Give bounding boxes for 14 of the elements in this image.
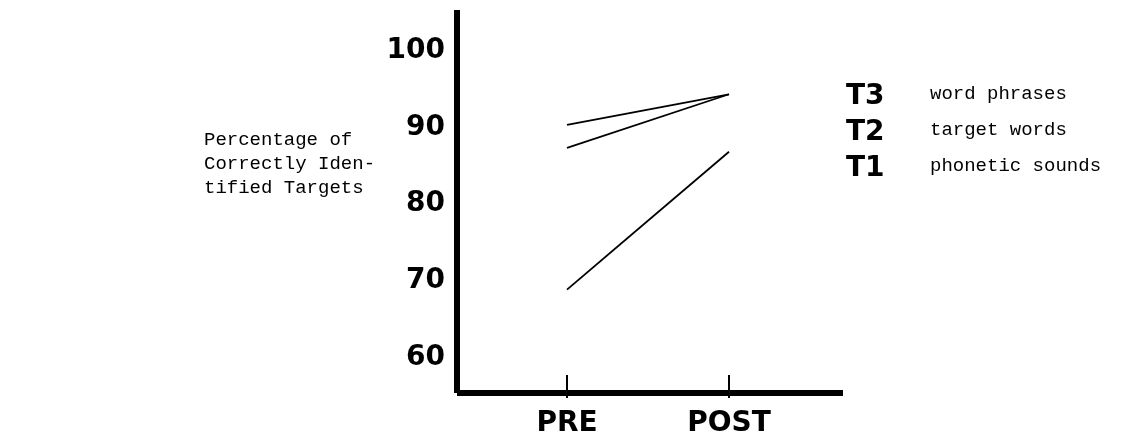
- x-tick-label: PRE: [536, 405, 598, 438]
- x-tick-label: POST: [687, 405, 771, 438]
- text: target words: [930, 119, 1067, 142]
- text: T1: [846, 149, 886, 183]
- y-tick-label: 80: [406, 185, 445, 219]
- y-tick-label: 90: [406, 108, 445, 142]
- text: T2: [846, 113, 886, 147]
- y-tick-label: 70: [406, 262, 445, 296]
- text: word phrases: [930, 83, 1067, 106]
- text: T3: [846, 77, 886, 111]
- y-tick-label: 60: [406, 338, 445, 372]
- y-axis-title: Percentage of Correctly Iden- tified Targets: [204, 128, 376, 200]
- text: phonetic sounds: [930, 155, 1102, 178]
- y-tick-label: 100: [386, 32, 445, 66]
